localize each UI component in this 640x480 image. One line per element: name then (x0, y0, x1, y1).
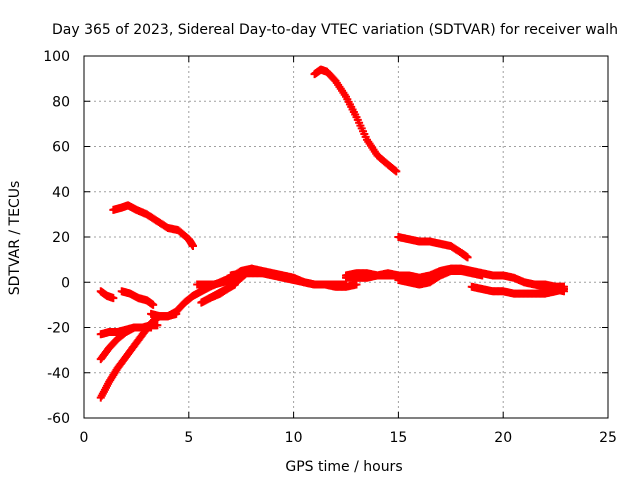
x-tick-label: 10 (285, 430, 303, 446)
data-point (172, 309, 181, 318)
series-arc-4 (96, 287, 118, 303)
x-axis-label: GPS time / hours (285, 459, 402, 475)
series-arc-18 (530, 280, 568, 291)
y-tick-label: 60 (52, 140, 70, 156)
x-tick-label: 25 (599, 430, 617, 446)
data-point (188, 242, 197, 251)
data-point (392, 167, 401, 176)
data-points (96, 65, 568, 402)
y-tick-label: -40 (47, 366, 70, 382)
data-point (352, 280, 361, 289)
series-arc-12 (205, 280, 239, 303)
data-point (230, 280, 239, 289)
y-tick-label: -20 (47, 321, 70, 337)
y-tick-label: 100 (43, 49, 70, 65)
series-arc-2 (310, 65, 401, 176)
series-arc-1 (109, 201, 197, 251)
y-tick-labels: -60 -40 -20 0 20 40 60 80 100 (43, 49, 70, 427)
data-point (478, 271, 487, 280)
x-tick-label: 15 (389, 430, 407, 446)
series-arc-13 (226, 269, 361, 291)
data-point (463, 253, 472, 262)
series-arc-5 (117, 287, 158, 309)
series-arc-9 (147, 309, 181, 321)
y-tick-label: 80 (52, 94, 70, 110)
series-arc-16 (394, 266, 487, 289)
grid-lines (84, 56, 608, 418)
axis-ticks (83, 55, 609, 419)
x-tick-label: 5 (184, 430, 193, 446)
x-tick-labels: 0 5 10 15 20 25 (80, 430, 617, 446)
data-point (559, 282, 568, 291)
data-point (109, 294, 118, 303)
data-point (153, 321, 162, 330)
y-tick-label: 40 (52, 185, 70, 201)
chart-title: Day 365 of 2023, Sidereal Day-to-day VTE… (52, 22, 618, 38)
y-tick-label: 20 (52, 230, 70, 246)
y-tick-label: -60 (47, 411, 70, 427)
series-arc-3 (394, 233, 472, 262)
y-tick-label: 0 (61, 275, 70, 291)
x-tick-label: 0 (80, 430, 89, 446)
x-tick-label: 20 (494, 430, 512, 446)
y-axis-label: SDTVAR / TECUs (7, 181, 23, 296)
data-point (149, 300, 158, 309)
